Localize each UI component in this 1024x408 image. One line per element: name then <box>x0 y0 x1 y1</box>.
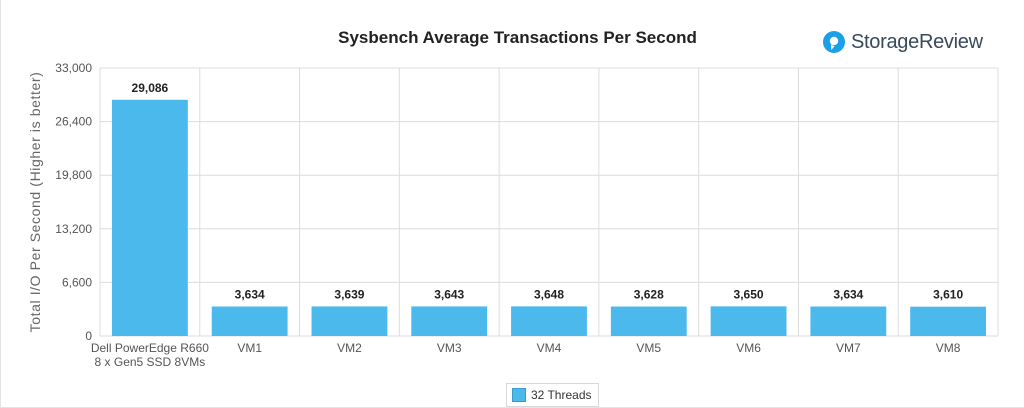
data-label: 3,628 <box>634 288 664 302</box>
data-label: 3,650 <box>734 287 764 301</box>
y-tick-label: 13,200 <box>55 222 92 236</box>
bar[interactable] <box>111 99 188 336</box>
data-label: 3,610 <box>933 288 963 302</box>
bar[interactable] <box>810 306 887 336</box>
x-category-label: 8 x Gen5 SSD 8VMs <box>95 355 206 369</box>
bar-layer: 29,086 3,634 3,639 3,643 3,648 3,628 3,650 3,63… <box>111 81 987 336</box>
bar[interactable] <box>211 306 288 336</box>
y-tick-layer: 0 6,600 13,200 19,800 26,400 33,000 <box>55 61 92 343</box>
data-label: 3,648 <box>534 287 564 301</box>
x-category-label: VM1 <box>237 341 262 355</box>
data-label: 3,643 <box>434 287 464 301</box>
x-category-label: VM7 <box>836 341 861 355</box>
y-tick-label: 19,800 <box>55 168 92 182</box>
data-label: 3,634 <box>833 287 863 301</box>
y-tick-label: 33,000 <box>55 61 92 75</box>
y-tick-label: 26,400 <box>55 115 92 129</box>
x-category-label: VM6 <box>736 341 761 355</box>
x-category-label: VM3 <box>437 341 462 355</box>
legend-label: 32 Threads <box>531 388 592 402</box>
data-label: 3,639 <box>334 287 364 301</box>
data-label: 3,634 <box>235 287 265 301</box>
grid-layer <box>99 67 999 337</box>
legend[interactable]: 32 Threads <box>506 383 599 407</box>
x-category-label: Dell PowerEdge R660 <box>91 341 209 355</box>
y-tick-label: 6,600 <box>62 275 92 289</box>
bar[interactable] <box>411 306 488 336</box>
x-category-label: VM4 <box>537 341 562 355</box>
y-tick-label: 0 <box>85 329 92 343</box>
data-label: 29,086 <box>132 81 169 95</box>
x-category-label: VM8 <box>936 341 961 355</box>
bar[interactable] <box>511 306 587 336</box>
chart-title: Sysbench Average Transactions Per Second <box>338 28 697 47</box>
brand-name: StorageReview <box>851 30 983 53</box>
bar[interactable] <box>710 306 787 336</box>
bar[interactable] <box>311 306 388 336</box>
x-category-label: VM2 <box>337 341 362 355</box>
storagereview-logo-icon <box>823 31 845 53</box>
brand-logo: StorageReview <box>822 28 983 56</box>
bar[interactable] <box>910 306 987 336</box>
x-category-label: VM5 <box>636 341 661 355</box>
bar[interactable] <box>610 306 687 336</box>
legend-swatch <box>512 388 526 402</box>
